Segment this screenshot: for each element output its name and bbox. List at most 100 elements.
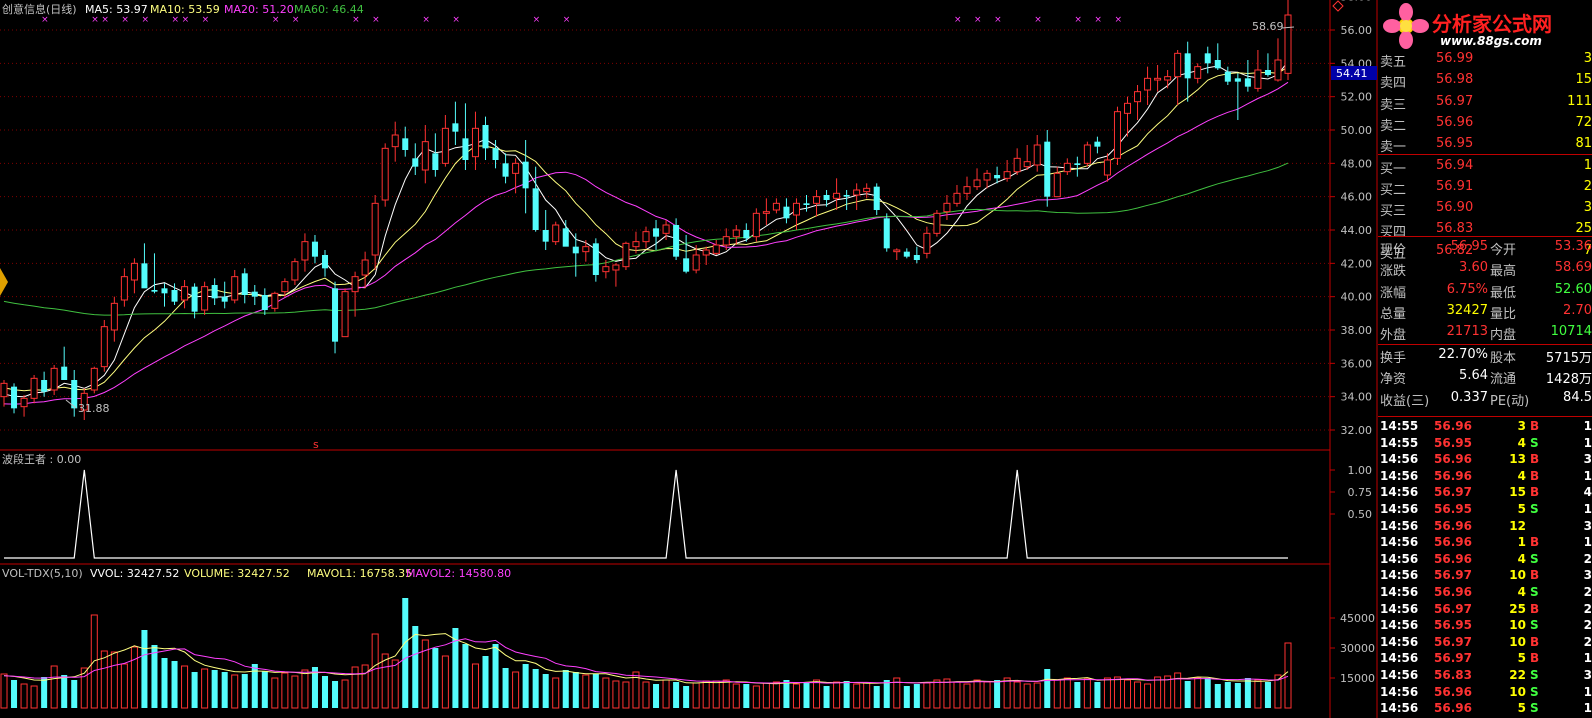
current-price-tag-bg: [1331, 66, 1377, 80]
tick-row-cell: S: [1530, 668, 1539, 682]
tick-row-cell: 56.97: [1434, 485, 1472, 500]
candle-body: [963, 186, 971, 194]
volume-bar: [762, 682, 770, 709]
candle-body: [1254, 69, 1262, 89]
volume-bar: [1194, 677, 1202, 709]
volume-bar: [683, 686, 690, 708]
candle-body: [983, 172, 991, 181]
tick-row-cell: 15: [1509, 485, 1526, 500]
candle-body: [452, 123, 459, 132]
tick-row-cell: 4: [1517, 585, 1526, 599]
volume-bar: [80, 667, 88, 709]
volume-bar: [251, 664, 258, 708]
tick-row-cell: B: [1530, 651, 1540, 666]
mavol1-label: MAVOL1: 16758.35: [307, 567, 412, 580]
candle-body: [421, 141, 429, 171]
tick-row: 14:56 56.96 12 3: [1378, 518, 1592, 535]
fundamental-row-cell: 5715万: [1545, 351, 1592, 366]
volume-bar: [141, 630, 148, 708]
ma60-line: [3, 162, 1289, 316]
high-arrow: [1281, 26, 1295, 29]
tick-row-cell: B: [1530, 535, 1540, 550]
volume-bar: [813, 679, 821, 709]
tick-row-cell: 25: [1509, 601, 1526, 616]
order-book-row-cell: 卖四: [1380, 76, 1407, 92]
order-book-row-cell: 111: [1567, 93, 1592, 109]
quote-row-cell: 21713: [1446, 324, 1488, 340]
candle-body: [762, 211, 770, 214]
candle-body: [1144, 77, 1152, 91]
volume-bar: [452, 628, 459, 708]
tick-row-cell: 3: [1583, 668, 1592, 682]
order-book-row-cell: 56.97: [1436, 93, 1474, 109]
candle-body: [1134, 91, 1142, 103]
candle-body: [883, 218, 890, 249]
candle-body: [602, 266, 610, 273]
volume-bar: [371, 633, 379, 709]
order-book-row-cell: 2: [1583, 178, 1592, 194]
candle-body: [471, 127, 479, 158]
candle-body: [30, 377, 38, 399]
candle-body: [151, 290, 158, 292]
tick-separator: [1378, 416, 1592, 417]
candle-body: [291, 261, 299, 281]
tick-row-cell: 14:56: [1380, 651, 1419, 666]
fundamental-row-cell: 0.337: [1450, 389, 1488, 405]
diamond-icon[interactable]: [1332, 0, 1344, 12]
volume-bar: [743, 684, 750, 708]
candle-body: [913, 255, 920, 260]
tick-row-cell: 2: [1583, 601, 1592, 616]
volume-bar: [30, 685, 38, 709]
tick-row-cell: S: [1530, 435, 1539, 450]
fundamental-row-cell: 股本: [1490, 351, 1517, 366]
candle-body: [50, 367, 58, 391]
volume-bar: [622, 681, 630, 709]
tick-row-cell: 1: [1583, 701, 1592, 716]
order-book-row-cell: 56.83: [1436, 221, 1474, 237]
volume-bar: [843, 681, 850, 708]
tick-row-cell: 14:56: [1380, 568, 1419, 583]
candle-body: [41, 380, 48, 392]
flower-logo-icon: [1383, 3, 1429, 49]
candle-body: [1094, 141, 1101, 147]
quote-row-cell: 56.95: [1450, 239, 1488, 254]
signal-x-marker: ×: [292, 15, 300, 25]
tick-row-cell: 14:56: [1380, 551, 1419, 566]
volume-bar: [120, 663, 128, 709]
volume-bar: [1013, 681, 1021, 709]
signal-x-marker: ×: [452, 15, 460, 25]
collapse-arrow-icon[interactable]: [0, 268, 8, 296]
candle-body: [1224, 71, 1231, 82]
volume-bar: [1234, 683, 1241, 708]
volume-bar: [632, 671, 640, 709]
candle-body: [953, 192, 961, 204]
volume-bar: [542, 674, 549, 708]
order-book-row-cell: 卖二: [1380, 118, 1407, 134]
tick-row-cell: 14:56: [1380, 452, 1419, 467]
candle-body: [1103, 159, 1111, 176]
tick-row: 14:56 56.96 13 B 3: [1378, 451, 1592, 468]
quote-row-cell: 总量: [1380, 306, 1407, 322]
order-book-row: 买三 56.90 3: [1378, 199, 1592, 219]
quote-row-cell: 53.36: [1554, 239, 1592, 254]
tick-row-cell: 4: [1583, 485, 1592, 500]
fundamental-row-cell: 净资: [1380, 372, 1407, 388]
candlesticks: [0, 0, 1292, 420]
candle-body: [512, 162, 520, 174]
signal-x-marker: ×: [1034, 15, 1042, 25]
candle-body: [361, 259, 369, 276]
volume-bar: [572, 672, 579, 708]
candle-body: [1274, 59, 1282, 81]
candle-body: [271, 292, 279, 309]
order-book-row-cell: 1: [1583, 157, 1592, 173]
quote-row-cell: 最低: [1490, 285, 1517, 301]
indicator-title: 波段王者 : 0.00: [2, 452, 81, 466]
candle-body: [1154, 77, 1162, 81]
tick-row-cell: 2: [1583, 634, 1592, 649]
candle-body: [1053, 172, 1061, 198]
tick-row-cell: B: [1530, 601, 1540, 616]
tick-row-cell: 2: [1583, 585, 1592, 599]
tick-row-cell: 10: [1509, 568, 1526, 583]
volume-bar: [1274, 674, 1282, 709]
